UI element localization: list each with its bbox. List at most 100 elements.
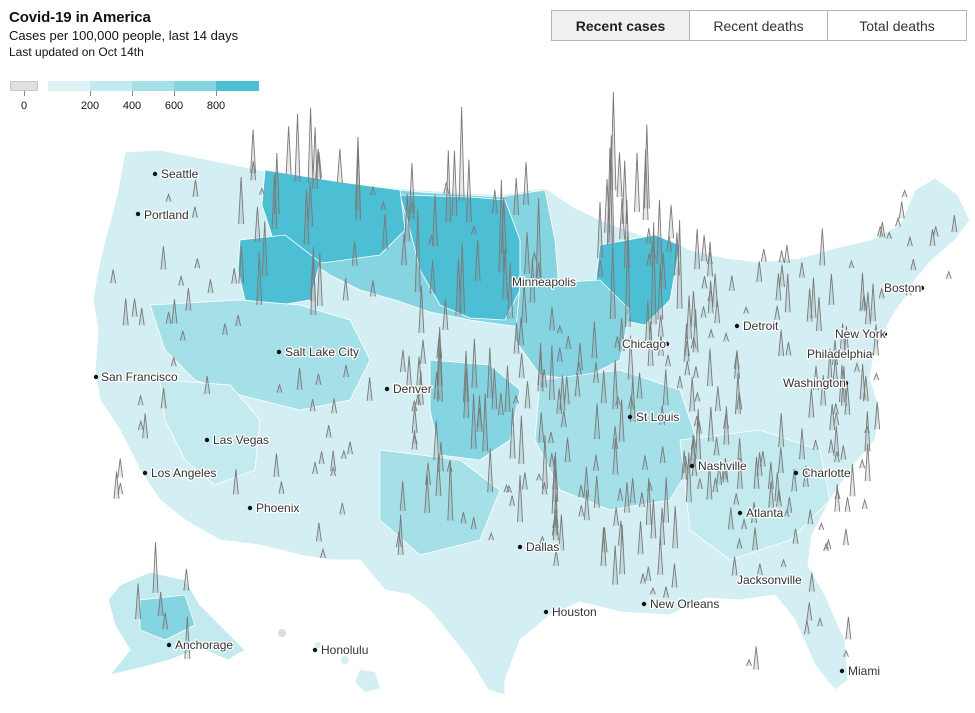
case-spike bbox=[541, 369, 548, 388]
case-spike bbox=[929, 229, 936, 246]
city-marker: Denver bbox=[384, 381, 433, 397]
case-spike bbox=[382, 213, 388, 250]
case-spike bbox=[443, 182, 450, 194]
case-spike bbox=[657, 315, 664, 337]
case-spike bbox=[330, 466, 337, 477]
case-spike bbox=[694, 391, 701, 402]
case-spike bbox=[593, 454, 599, 471]
legend-label: 800 bbox=[206, 100, 226, 112]
case-spike bbox=[465, 159, 472, 223]
case-spike bbox=[506, 484, 512, 493]
case-spike bbox=[672, 506, 679, 549]
case-spike bbox=[731, 556, 738, 576]
case-spike bbox=[411, 434, 418, 444]
city-marker: Phoenix bbox=[247, 500, 301, 516]
case-spike bbox=[727, 507, 734, 530]
case-spike bbox=[340, 449, 347, 460]
city-label: Dallas bbox=[526, 540, 559, 554]
case-spike bbox=[759, 450, 766, 467]
case-spike bbox=[122, 298, 129, 326]
city-marker: Los Angeles bbox=[142, 465, 218, 481]
case-spike bbox=[601, 527, 608, 553]
case-spike bbox=[415, 393, 421, 406]
region-alaska-dark bbox=[139, 594, 196, 641]
case-spike bbox=[549, 307, 555, 331]
case-spike bbox=[859, 272, 866, 312]
tab-total-deaths[interactable]: Total deaths bbox=[828, 10, 967, 41]
case-spike bbox=[612, 360, 619, 409]
case-spike bbox=[447, 460, 454, 521]
case-spike bbox=[756, 261, 763, 283]
city-label: Miami bbox=[848, 664, 880, 678]
city-label: Los Angeles bbox=[151, 466, 216, 480]
case-spike bbox=[663, 586, 669, 598]
case-spike bbox=[834, 484, 841, 512]
legend-swatch-5 bbox=[216, 81, 259, 91]
hawaii-island bbox=[355, 670, 380, 692]
case-spike bbox=[521, 282, 528, 323]
case-spike bbox=[712, 477, 719, 493]
case-spike bbox=[693, 366, 699, 379]
case-spike bbox=[668, 204, 675, 239]
case-spike bbox=[642, 149, 649, 221]
case-spike bbox=[424, 475, 431, 514]
case-spike bbox=[901, 189, 908, 198]
case-spike bbox=[722, 457, 729, 483]
case-spike bbox=[618, 318, 625, 352]
tab-recent-cases[interactable]: Recent cases bbox=[551, 10, 690, 41]
case-spike bbox=[756, 452, 763, 476]
case-spike bbox=[816, 296, 822, 332]
case-spike bbox=[840, 445, 847, 460]
case-spike bbox=[160, 388, 167, 409]
case-spike bbox=[600, 527, 607, 567]
tab-recent-deaths[interactable]: Recent deaths bbox=[690, 10, 828, 41]
case-spike bbox=[336, 148, 343, 183]
case-spike bbox=[406, 355, 413, 390]
case-spike bbox=[273, 153, 280, 215]
city-marker: Anchorage bbox=[166, 637, 235, 653]
city-label: Minneapolis bbox=[512, 275, 576, 289]
city-marker: Dallas bbox=[517, 539, 561, 555]
city-label: Atlanta bbox=[746, 506, 784, 520]
case-spike bbox=[524, 232, 531, 274]
case-spike bbox=[690, 337, 697, 349]
case-spike bbox=[665, 354, 671, 367]
case-spike bbox=[142, 413, 149, 439]
case-spike bbox=[734, 350, 740, 379]
case-spike bbox=[138, 307, 145, 326]
case-spike bbox=[408, 163, 415, 213]
last-updated: Last updated on Oct 14th bbox=[9, 45, 144, 59]
case-spike bbox=[536, 472, 542, 481]
case-spike bbox=[645, 228, 652, 244]
case-spike bbox=[834, 488, 841, 500]
case-spike bbox=[559, 375, 566, 411]
case-spike bbox=[491, 368, 498, 410]
legend-swatch-2 bbox=[90, 81, 132, 91]
city-marker: Chicago bbox=[621, 336, 670, 352]
case-spike bbox=[428, 234, 435, 245]
case-spike bbox=[658, 335, 664, 356]
city-layer: Seattle Portland San Francisco Los Angel… bbox=[93, 166, 925, 679]
case-spike bbox=[491, 189, 498, 214]
case-spike bbox=[708, 328, 715, 339]
case-spike bbox=[513, 322, 520, 354]
case-spike bbox=[347, 441, 353, 455]
case-spike bbox=[397, 514, 404, 556]
case-spike bbox=[791, 468, 798, 492]
case-spike bbox=[470, 517, 477, 530]
case-spike bbox=[235, 314, 242, 327]
case-spike bbox=[736, 438, 743, 471]
case-spike bbox=[395, 531, 402, 548]
case-spike bbox=[273, 453, 280, 477]
region-upper-midwest bbox=[514, 279, 631, 381]
case-spike bbox=[459, 242, 466, 314]
case-spike bbox=[659, 405, 666, 425]
case-spike bbox=[411, 405, 418, 433]
case-spike bbox=[706, 462, 713, 500]
case-spike bbox=[250, 129, 257, 174]
city-label: Las Vegas bbox=[213, 433, 269, 447]
case-spike bbox=[833, 412, 840, 426]
case-spike bbox=[753, 646, 760, 670]
case-spike bbox=[907, 235, 913, 247]
case-spike bbox=[833, 451, 840, 463]
